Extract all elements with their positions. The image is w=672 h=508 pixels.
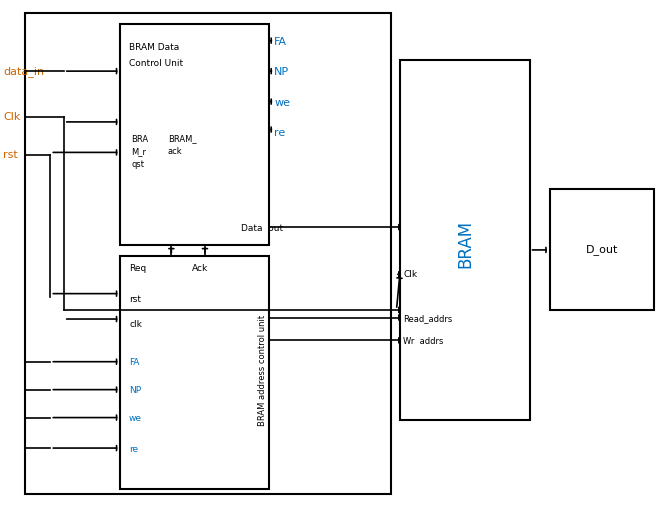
Bar [400,60,530,420]
Text: rst: rst [3,150,18,160]
Bar [120,24,269,245]
Text: Clk: Clk [403,270,417,279]
Bar [550,189,654,310]
Text: Read_addrs: Read_addrs [403,314,452,323]
Text: qst: qst [131,160,144,169]
Text: re: re [129,444,138,454]
Text: Data  out: Data out [241,224,283,233]
Bar [120,256,269,489]
Text: Clk: Clk [3,112,21,122]
Text: re: re [274,128,286,138]
Bar [25,13,391,494]
Text: Control Unit: Control Unit [129,59,183,69]
Text: Ack: Ack [192,264,208,273]
Text: NP: NP [129,386,141,395]
Text: BRAM_: BRAM_ [168,135,197,144]
Text: data_in: data_in [3,66,44,77]
Text: BRA: BRA [131,135,148,144]
Text: Req: Req [129,264,146,273]
Text: M_r: M_r [131,147,146,156]
Text: we: we [274,98,290,108]
Text: Wr  addrs: Wr addrs [403,337,444,346]
Text: clk: clk [129,320,142,329]
Text: BRAM address control unit: BRAM address control unit [257,315,267,426]
Text: BRAM Data: BRAM Data [129,43,179,52]
Text: NP: NP [274,67,290,77]
Text: FA: FA [129,358,139,367]
Text: we: we [129,414,142,423]
Text: BRAM: BRAM [456,220,474,268]
Text: FA: FA [274,37,287,47]
Text: ack: ack [168,147,183,156]
Text: D_out: D_out [586,244,618,256]
Text: rst: rst [129,295,141,304]
